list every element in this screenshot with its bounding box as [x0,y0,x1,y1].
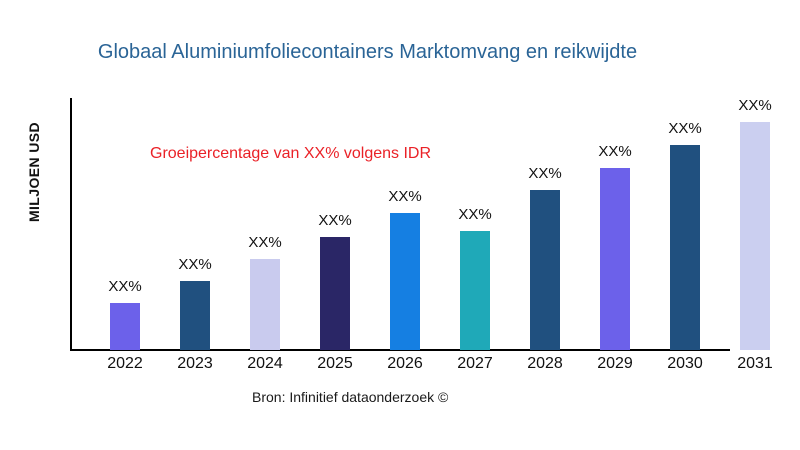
bar-2029 [600,168,630,350]
x-tick-label-2030: 2030 [667,355,703,372]
x-tick-label-2029: 2029 [597,355,633,372]
x-tick-label-2028: 2028 [527,355,563,372]
bar-2026 [390,213,420,350]
bar-2025 [320,237,350,350]
bar-value-label-2022: XX% [108,278,142,295]
bar-value-label-2029: XX% [598,143,632,160]
bar-value-label-2026: XX% [388,188,422,205]
x-axis-line [70,349,730,351]
x-tick-label-2031: 2031 [737,355,773,372]
bar-value-label-2030: XX% [668,120,702,137]
bar-value-label-2023: XX% [178,256,212,273]
growth-annotation: Groeipercentage van XX% volgens IDR [150,145,432,162]
bar-2024 [250,259,280,350]
bar-2030 [670,145,700,350]
y-axis-line [70,98,72,350]
x-tick-label-2023: 2023 [177,355,213,372]
bar-2028 [530,190,560,350]
source-note: Bron: Infinitief dataonderzoek © [252,389,449,405]
bar-value-label-2027: XX% [458,206,492,223]
chart-title: Globaal Aluminiumfoliecontainers Marktom… [97,41,638,63]
x-tick-label-2024: 2024 [247,355,283,372]
bar-2031 [740,122,770,350]
x-tick-label-2022: 2022 [107,355,143,372]
bar-value-label-2025: XX% [318,212,352,229]
x-tick-label-2025: 2025 [317,355,353,372]
bar-value-label-2028: XX% [528,165,562,182]
bar-value-label-2024: XX% [248,234,282,251]
bar-2023 [180,281,210,350]
bar-2027 [460,231,490,350]
bar-value-label-2031: XX% [738,97,772,114]
x-tick-label-2027: 2027 [457,355,493,372]
bar-2022 [110,303,140,350]
x-tick-label-2026: 2026 [387,355,423,372]
